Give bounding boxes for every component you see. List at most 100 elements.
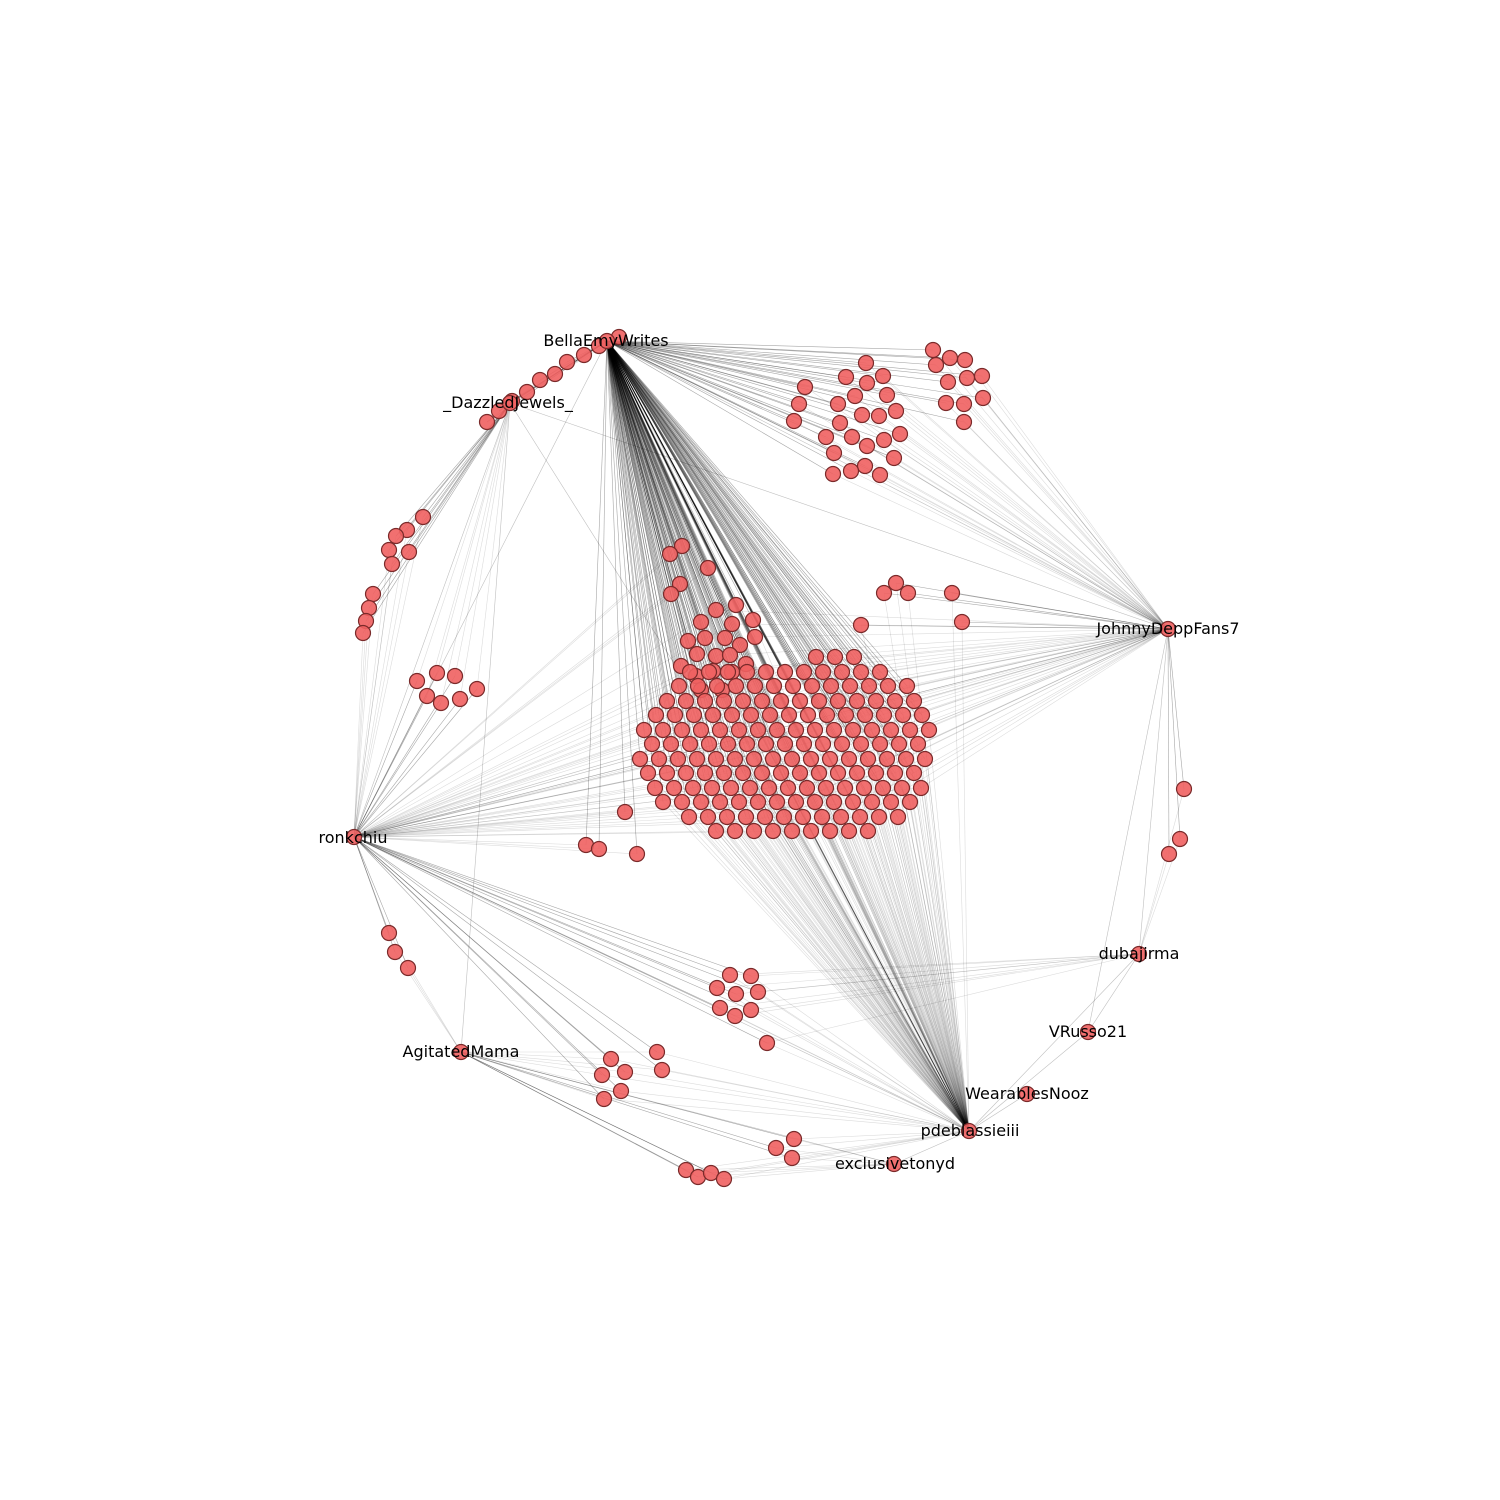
graph-node bbox=[696, 692, 714, 710]
edge bbox=[353, 609, 717, 838]
graph-node bbox=[669, 750, 687, 768]
edge bbox=[700, 689, 970, 1132]
graph-node bbox=[887, 574, 905, 592]
edge bbox=[353, 836, 605, 1100]
edge bbox=[606, 340, 900, 745]
edge bbox=[353, 836, 737, 995]
graph-node bbox=[845, 648, 863, 666]
edge bbox=[353, 836, 752, 1011]
edge bbox=[734, 830, 970, 1132]
graph-node bbox=[670, 677, 688, 695]
graph-node bbox=[673, 793, 691, 811]
edge bbox=[422, 402, 511, 518]
graph-node bbox=[1160, 845, 1178, 863]
edge bbox=[913, 700, 970, 1132]
edge bbox=[353, 553, 671, 838]
edge bbox=[754, 628, 1169, 638]
edge bbox=[1167, 628, 1170, 855]
edge bbox=[688, 816, 970, 1132]
edge bbox=[606, 340, 672, 745]
edge bbox=[353, 671, 710, 838]
graph-node bbox=[602, 1050, 620, 1068]
edge bbox=[606, 340, 770, 789]
edge bbox=[924, 758, 970, 1132]
graph-node bbox=[707, 647, 725, 665]
edge bbox=[606, 340, 847, 716]
edge bbox=[606, 340, 832, 687]
edge bbox=[606, 340, 660, 760]
graph-node bbox=[387, 527, 405, 545]
edge bbox=[879, 474, 1169, 630]
graph-node bbox=[643, 735, 661, 753]
hub-edge bbox=[1138, 628, 1169, 955]
edge bbox=[795, 729, 970, 1132]
edge bbox=[353, 836, 759, 993]
graph-node bbox=[860, 677, 878, 695]
graph-node bbox=[871, 735, 889, 753]
graph-node bbox=[843, 428, 861, 446]
hub-label-dazzledjewels: _DazzledJewels_ bbox=[442, 393, 574, 413]
graph-node bbox=[749, 983, 767, 1001]
edge bbox=[436, 402, 511, 674]
edge bbox=[606, 340, 668, 702]
edge bbox=[606, 340, 683, 803]
graph-node bbox=[955, 395, 973, 413]
edge bbox=[1138, 788, 1185, 955]
edge bbox=[606, 340, 721, 731]
edge bbox=[606, 340, 645, 731]
graph-node bbox=[943, 584, 961, 602]
edge bbox=[353, 836, 736, 1017]
hub-edge bbox=[968, 953, 1140, 1132]
edge bbox=[775, 1147, 895, 1165]
graph-node bbox=[518, 383, 536, 401]
graph-node bbox=[885, 449, 903, 467]
edge bbox=[749, 787, 970, 1132]
hub-label-agitatedmama: AgitatedMama bbox=[403, 1042, 520, 1061]
edge bbox=[610, 1058, 970, 1132]
edge bbox=[353, 836, 587, 846]
edge bbox=[606, 340, 778, 803]
edge bbox=[932, 349, 1169, 630]
edge bbox=[822, 743, 970, 1132]
edge bbox=[848, 758, 970, 1132]
edge bbox=[606, 340, 816, 731]
hub-label-wearablesnooz: WearablesNooz bbox=[965, 1084, 1089, 1103]
graph-node bbox=[829, 395, 847, 413]
edge bbox=[913, 772, 970, 1132]
graph-node bbox=[852, 616, 870, 634]
graph-node bbox=[857, 354, 875, 372]
edge bbox=[368, 402, 511, 609]
graph-node bbox=[875, 584, 893, 602]
graph-node bbox=[593, 1066, 611, 1084]
edge bbox=[606, 340, 774, 760]
graph-node bbox=[890, 735, 908, 753]
hub-label-dubajirma: dubajirma bbox=[1099, 944, 1180, 963]
graph-node bbox=[746, 628, 764, 646]
edge bbox=[866, 382, 1169, 630]
edge bbox=[606, 340, 984, 399]
graph-node bbox=[383, 555, 401, 573]
hub-node-johnnydeppfans7 bbox=[1159, 620, 1177, 638]
edge bbox=[730, 787, 970, 1132]
graph-node bbox=[956, 351, 974, 369]
graph-node bbox=[380, 924, 398, 942]
edge bbox=[606, 340, 884, 377]
edge bbox=[723, 772, 970, 1132]
edge bbox=[752, 619, 970, 1132]
graph-node bbox=[654, 793, 672, 811]
edge bbox=[757, 953, 1140, 993]
graph-node bbox=[764, 822, 782, 840]
edge bbox=[729, 628, 1169, 656]
hub-edge bbox=[1087, 628, 1169, 1033]
edge bbox=[689, 671, 970, 1132]
graph-node bbox=[677, 1161, 695, 1179]
edge bbox=[353, 836, 622, 1092]
edge bbox=[861, 414, 1169, 630]
graph-node bbox=[832, 808, 850, 826]
edge bbox=[863, 787, 970, 1132]
graph-node bbox=[715, 692, 733, 710]
hub-node-wearablesnooz bbox=[1018, 1085, 1036, 1103]
edge bbox=[606, 340, 737, 606]
graph-node bbox=[803, 677, 821, 695]
graph-node bbox=[703, 779, 721, 797]
